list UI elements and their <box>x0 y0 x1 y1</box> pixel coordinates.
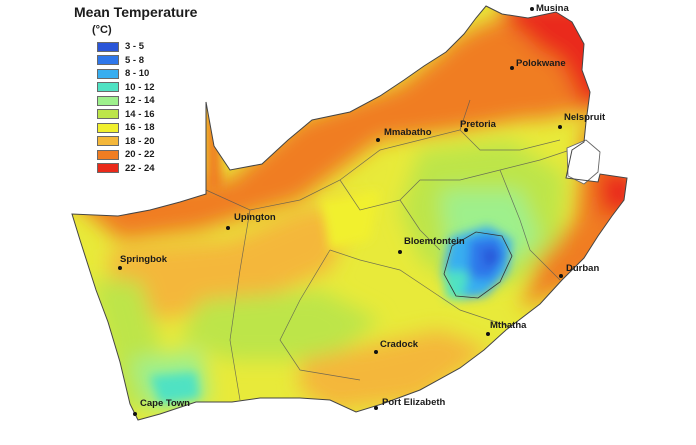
legend-label: 8 - 10 <box>125 68 150 79</box>
legend-swatch <box>97 136 119 146</box>
legend-swatch <box>97 109 119 119</box>
legend-label: 22 - 24 <box>125 162 155 174</box>
city-marker <box>510 66 514 70</box>
city-label: Port Elizabeth <box>382 397 446 408</box>
legend-swatch <box>97 149 119 160</box>
legend-label: 5 - 8 <box>125 54 145 66</box>
city-marker <box>133 412 137 416</box>
city-label: Durban <box>566 263 600 274</box>
legend-label: 14 - 16 <box>125 108 155 120</box>
legend-label: 20 - 22 <box>125 149 155 160</box>
city-label: Bloemfontein <box>404 236 465 247</box>
city-label: Musina <box>536 3 569 14</box>
legend-label: 10 - 12 <box>125 81 155 93</box>
city-label: Mthatha <box>490 320 527 331</box>
legend-swatch <box>97 68 119 79</box>
legend-item: 22 - 24 <box>97 162 155 175</box>
city-label: Pretoria <box>460 119 496 130</box>
city-marker <box>226 226 230 230</box>
city-marker <box>559 274 563 278</box>
city-marker <box>374 350 378 354</box>
city-marker <box>464 128 468 132</box>
city-label: Polokwane <box>516 58 566 69</box>
city-marker <box>558 125 562 129</box>
legend-item: 5 - 8 <box>97 54 155 67</box>
legend-item: 14 - 16 <box>97 108 155 121</box>
legend-swatch <box>97 122 119 133</box>
city-marker <box>486 332 490 336</box>
legend-item: 3 - 5 <box>97 40 155 53</box>
legend-label: 12 - 14 <box>125 95 155 106</box>
legend-item: 16 - 18 <box>97 121 155 134</box>
legend-title: Mean Temperature <box>74 4 198 20</box>
city-marker <box>376 138 380 142</box>
legend-swatch <box>97 82 119 92</box>
city-label: Cape Town <box>140 398 190 409</box>
city-marker <box>530 7 534 11</box>
legend-unit: (°C) <box>92 24 112 36</box>
city-label: Cradock <box>380 339 419 350</box>
legend-label: 18 - 20 <box>125 135 155 147</box>
province-boundaries <box>205 99 571 401</box>
city-marker <box>374 406 378 410</box>
lesotho-border <box>443 231 513 299</box>
legend-swatch <box>97 163 119 173</box>
legend-item: 20 - 22 <box>97 148 155 161</box>
legend-label: 16 - 18 <box>125 122 155 133</box>
legend-item: 8 - 10 <box>97 67 155 80</box>
legend-swatch <box>97 95 119 106</box>
city-label: Mmabatho <box>384 127 432 138</box>
legend-item: 10 - 12 <box>97 81 155 94</box>
legend: 3 - 5 5 - 8 8 - 10 10 - 12 12 - 14 14 - 16 16 … <box>97 40 155 175</box>
legend-item: 12 - 14 <box>97 94 155 107</box>
city-label: Upington <box>234 212 276 223</box>
swaziland-shape <box>566 139 601 185</box>
city-label: Nelspruit <box>564 112 606 123</box>
city-label: Springbok <box>120 254 167 265</box>
legend-label: 3 - 5 <box>125 41 145 52</box>
city-marker <box>398 250 402 254</box>
city-marker <box>118 266 122 270</box>
legend-item: 18 - 20 <box>97 135 155 148</box>
legend-swatch <box>97 55 119 65</box>
legend-swatch <box>97 41 119 52</box>
